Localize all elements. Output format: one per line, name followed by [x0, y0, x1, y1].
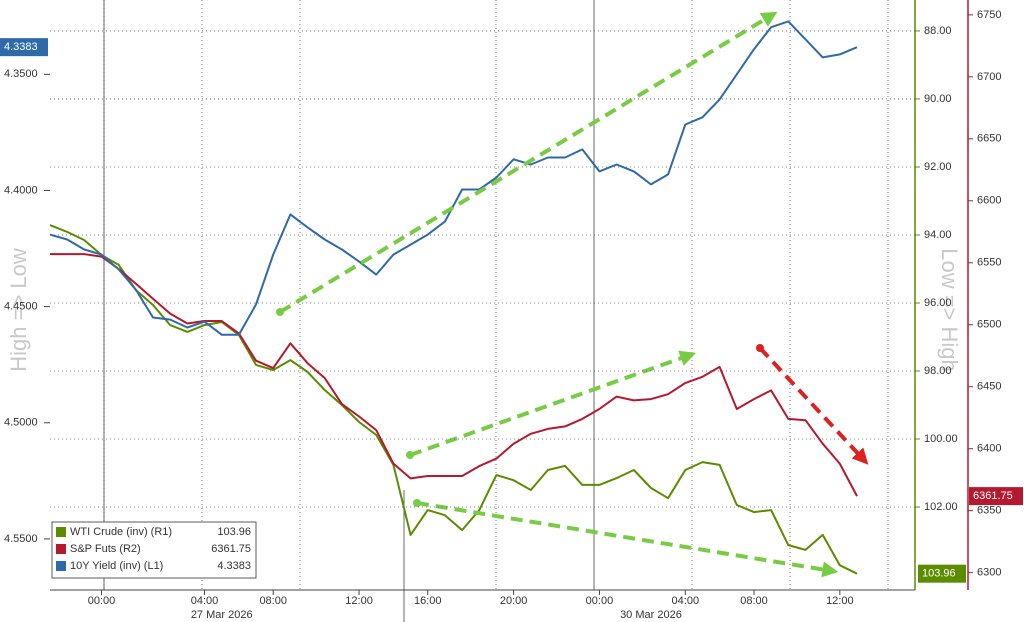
series-line	[49, 20, 858, 336]
legend-swatch	[56, 544, 66, 554]
last-value-tag	[918, 564, 966, 583]
trend-arrow	[409, 350, 697, 457]
y2-tick-label: 92.00	[924, 161, 952, 173]
arrow-start	[756, 344, 764, 352]
y2-tick-label: 94.00	[924, 229, 952, 241]
legend-label: S&P Futs (R2)	[70, 543, 141, 555]
x-tick-label: 20:00	[500, 595, 528, 607]
y3-tick-label: 6550	[977, 257, 1001, 269]
y-tick-label: 4.5000	[4, 417, 38, 429]
y-axis-label: High => Low	[6, 248, 31, 372]
y3-tick-label: 6300	[977, 567, 1001, 579]
last-value-label: 4.3383	[4, 41, 38, 53]
y3-tick-label: 6400	[977, 443, 1001, 455]
y3-tick-label: 6450	[977, 381, 1001, 393]
x-tick-label: 04:00	[672, 595, 700, 607]
legend: WTI Crude (inv) (R1) 103.96 S&P Futs (R2) 6…	[51, 521, 257, 579]
y2-tick-label: 100.00	[924, 433, 958, 445]
x-tick-label: 12:00	[345, 595, 373, 607]
series-line	[49, 224, 858, 575]
legend-value: 6361.75	[211, 543, 251, 555]
legend-swatch	[56, 527, 66, 537]
trend-arrow	[278, 11, 778, 314]
legend-label: WTI Crude (inv) (R1)	[70, 526, 172, 538]
y3-tick-label: 6600	[977, 195, 1001, 207]
last-value-tag	[0, 38, 48, 57]
legend-box	[51, 521, 257, 579]
x-tick-label: 12:00	[826, 595, 854, 607]
x-tick-label: 00:00	[88, 595, 116, 607]
y2-tick-label: 98.00	[924, 365, 952, 377]
y2-tick-label: 102.00	[924, 501, 958, 513]
y-tick-label: 4.5500	[4, 533, 38, 545]
y3-tick-label: 6750	[977, 9, 1001, 21]
x-date-label: 27 Mar 2026	[191, 609, 253, 621]
x-tick-label: 08:00	[259, 595, 287, 607]
arrow-start	[276, 308, 284, 316]
trend-arrow	[416, 501, 839, 578]
series-line	[50, 253, 858, 497]
legend-swatch	[56, 561, 66, 571]
x-tick-label: 00:00	[586, 595, 614, 607]
y3-tick-label: 6700	[977, 71, 1001, 83]
last-value-label: 6361.75	[973, 490, 1013, 502]
annotations	[276, 11, 869, 578]
x-date-label: 30 Mar 2026	[620, 609, 682, 621]
y2-tick-label: 96.00	[924, 297, 952, 309]
y2-tick-label: 90.00	[924, 93, 952, 105]
x-tick-label: 08:00	[740, 595, 768, 607]
trend-arrow	[758, 346, 869, 465]
arrow-start	[413, 499, 421, 507]
last-value-label: 103.96	[922, 568, 956, 580]
y2-axis-label: Low => High	[937, 248, 962, 372]
x-tick-label: 04:00	[191, 595, 219, 607]
y3-tick-label: 6500	[977, 319, 1001, 331]
legend-value: 103.96	[217, 526, 251, 538]
y-tick-label: 4.4000	[4, 184, 38, 196]
arrow-start	[406, 451, 414, 459]
y3-tick-label: 6350	[977, 505, 1001, 517]
legend-value: 4.3383	[217, 560, 251, 572]
marks	[49, 20, 858, 575]
legend-label: 10Y Yield (inv) (L1)	[70, 560, 163, 572]
y-tick-label: 4.3500	[4, 68, 38, 80]
y3-tick-label: 6650	[977, 133, 1001, 145]
y2-tick-label: 88.00	[924, 25, 952, 37]
x-tick-label: 16:00	[414, 595, 442, 607]
last-value-tag	[969, 487, 1023, 506]
y-tick-label: 4.4500	[4, 301, 38, 313]
